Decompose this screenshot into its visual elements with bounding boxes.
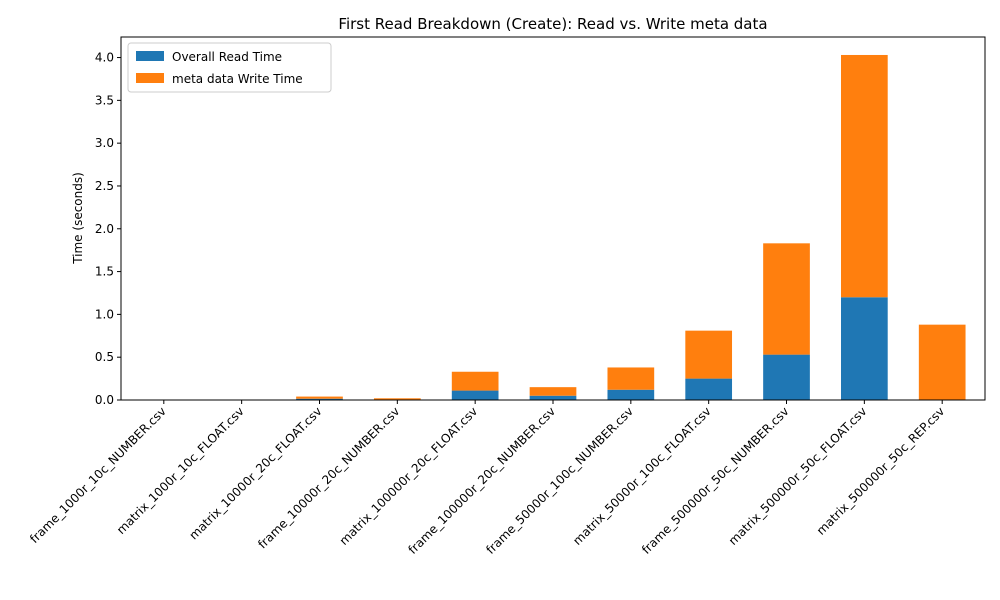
legend-swatch	[136, 51, 164, 61]
x-tick-label: matrix_50000r_100c_FLOAT.csv	[570, 404, 714, 548]
x-tick-label: frame_1000r_10c_NUMBER.csv	[27, 404, 169, 546]
legend: Overall Read Time meta data Write Time	[127, 42, 332, 93]
y-axis-label: Time (seconds)	[71, 172, 85, 265]
y-tick-label: 0.5	[95, 350, 114, 364]
x-tick-label: matrix_1000r_10c_FLOAT.csv	[114, 404, 247, 537]
bar-meta-write-time	[685, 330, 733, 379]
bar-read-time	[296, 398, 343, 400]
x-tick-label: matrix_100000r_20c_FLOAT.csv	[337, 404, 481, 548]
y-tick-label: 2.5	[95, 179, 114, 193]
x-tick-label: matrix_500000r_50c_REP.csv	[814, 404, 947, 537]
y-tick-label: 4.0	[95, 51, 114, 65]
bar-meta-write-time	[296, 396, 343, 399]
bar-meta-write-time	[763, 243, 810, 355]
bar-meta-write-time	[607, 367, 655, 390]
y-tick-label: 3.5	[95, 93, 114, 107]
legend-swatch	[136, 73, 164, 83]
bar-read-time	[685, 378, 733, 400]
bars-group	[140, 54, 966, 400]
y-tick-label: 3.0	[95, 136, 114, 150]
bar-read-time	[763, 354, 810, 400]
bar-read-time	[451, 390, 499, 400]
x-tick-label: frame_10000r_20c_NUMBER.csv	[255, 404, 402, 551]
x-tick-label: matrix_10000r_20c_FLOAT.csv	[186, 404, 324, 542]
legend-entry: Overall Read Time	[172, 50, 282, 64]
x-tick-label: frame_500000r_50c_NUMBER.csv	[639, 404, 792, 557]
chart-title: First Read Breakdown (Create): Read vs. …	[338, 15, 767, 33]
legend-entry: meta data Write Time	[172, 72, 303, 86]
x-tick-label: frame_100000r_20c_NUMBER.csv	[406, 404, 559, 557]
x-tick-label: frame_50000r_100c_NUMBER.csv	[483, 404, 636, 557]
bar-meta-write-time	[373, 398, 421, 400]
x-axis: frame_1000r_10c_NUMBER.csvmatrix_1000r_1…	[27, 400, 947, 557]
y-tick-label: 0.0	[95, 393, 114, 407]
y-tick-label: 1.5	[95, 265, 114, 279]
bar-read-time	[841, 297, 888, 400]
legend-box	[127, 42, 332, 93]
bar-meta-write-time	[841, 54, 888, 298]
y-tick-label: 2.0	[95, 222, 114, 236]
bar-meta-write-time	[918, 324, 966, 400]
bar-read-time	[607, 389, 655, 400]
x-tick-label: matrix_500000r_50c_FLOAT.csv	[726, 404, 870, 548]
y-axis: 0.0 0.5 1.0 1.5 2.0 2.5 3.0 3.5 4.0	[95, 51, 121, 407]
bar-read-time	[529, 395, 577, 400]
bar-meta-write-time	[451, 371, 499, 391]
y-tick-label: 1.0	[95, 307, 114, 321]
bar-meta-write-time	[529, 387, 577, 396]
